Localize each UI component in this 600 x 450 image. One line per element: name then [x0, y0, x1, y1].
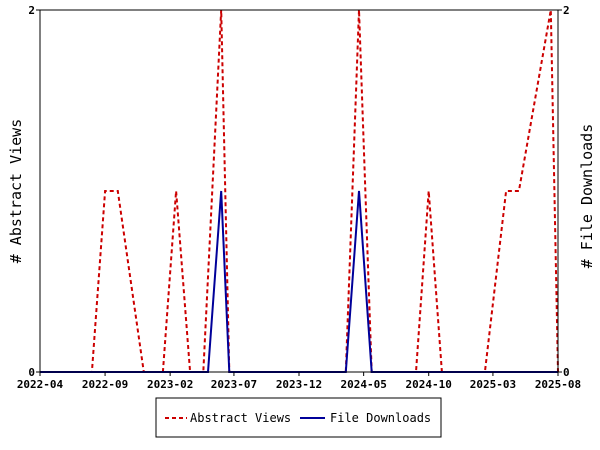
- series-line-abstract-views: [40, 9, 559, 373]
- x-tick-label: 2023-07: [211, 378, 257, 391]
- y-axis-left-title: # Abstract Views: [7, 119, 25, 264]
- x-tick-label: 2022-09: [82, 378, 128, 391]
- x-axis-ticks: 2022-04 2022-09 2023-02 2023-07 2023-12 2024-…: [17, 372, 581, 391]
- legend: Abstract Views File Downloads: [155, 397, 442, 438]
- x-tick-label: 2025-03: [470, 378, 516, 391]
- x-tick-label: 2024-10: [406, 378, 452, 391]
- y-left-tick-label: 2: [28, 4, 35, 17]
- y-axis-ticks: 0 2 0 2: [28, 4, 569, 379]
- legend-label-file-downloads: File Downloads: [330, 411, 431, 425]
- y-right-tick-label: 2: [563, 4, 570, 17]
- y-left-tick-label: 0: [28, 366, 35, 379]
- plot-lines: [40, 9, 559, 373]
- y-axis-right-title: # File Downloads: [578, 124, 596, 269]
- series-line-file-downloads: [40, 190, 558, 373]
- legend-box: [155, 397, 442, 438]
- x-tick-label: 2023-02: [147, 378, 193, 391]
- legend-label-abstract-views: Abstract Views: [190, 411, 291, 425]
- x-tick-label: 2024-05: [340, 378, 386, 391]
- x-tick-label: 2025-08: [535, 378, 581, 391]
- y-right-tick-label: 0: [563, 366, 570, 379]
- x-tick-label: 2023-12: [276, 378, 322, 391]
- x-tick-label: 2022-04: [17, 378, 64, 391]
